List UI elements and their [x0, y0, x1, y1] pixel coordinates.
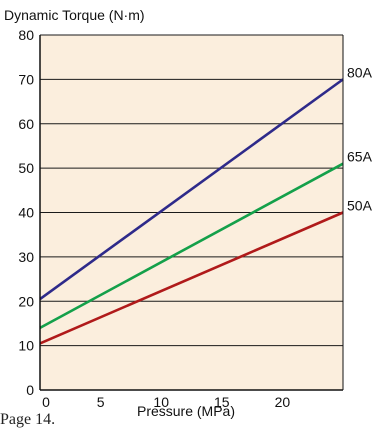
series-label-80A: 80A [347, 64, 373, 80]
y-tick-label-80: 80 [18, 27, 34, 43]
series-line-50A [39, 211, 344, 345]
x-tick-label-0: 0 [42, 394, 50, 410]
y-tick-label-50: 50 [18, 160, 34, 176]
axes [39, 35, 344, 391]
y-tick-label-40: 40 [18, 205, 34, 221]
y-tick-label-0: 0 [26, 382, 34, 398]
y-tick-label-60: 60 [18, 116, 34, 132]
y-tick-label-70: 70 [18, 71, 34, 87]
x-tick-label-15: 15 [214, 394, 230, 410]
x-tick-label-10: 10 [153, 394, 169, 410]
y-tick-label-20: 20 [18, 293, 34, 309]
series-label-65A: 65A [347, 149, 373, 165]
series-label-50A: 50A [347, 198, 373, 214]
series-lines [39, 78, 344, 345]
series-line-80A [39, 78, 344, 301]
x-tick-label-5: 5 [97, 394, 105, 410]
x-axis-label: Pressure (MPa) [137, 403, 235, 419]
series-labels: 80A 65A 50A [347, 64, 373, 213]
y-tick-label-30: 30 [18, 249, 34, 265]
y-axis-label: Dynamic Torque (N·m) [4, 7, 145, 23]
page-reference: Page 14. [0, 411, 55, 428]
series-line-65A [39, 162, 344, 330]
y-tick-label-10: 10 [18, 338, 34, 354]
x-tick-label-20: 20 [275, 394, 291, 410]
tick-labels: 0 10 20 30 40 50 60 70 80 0 5 10 15 20 [18, 27, 290, 410]
